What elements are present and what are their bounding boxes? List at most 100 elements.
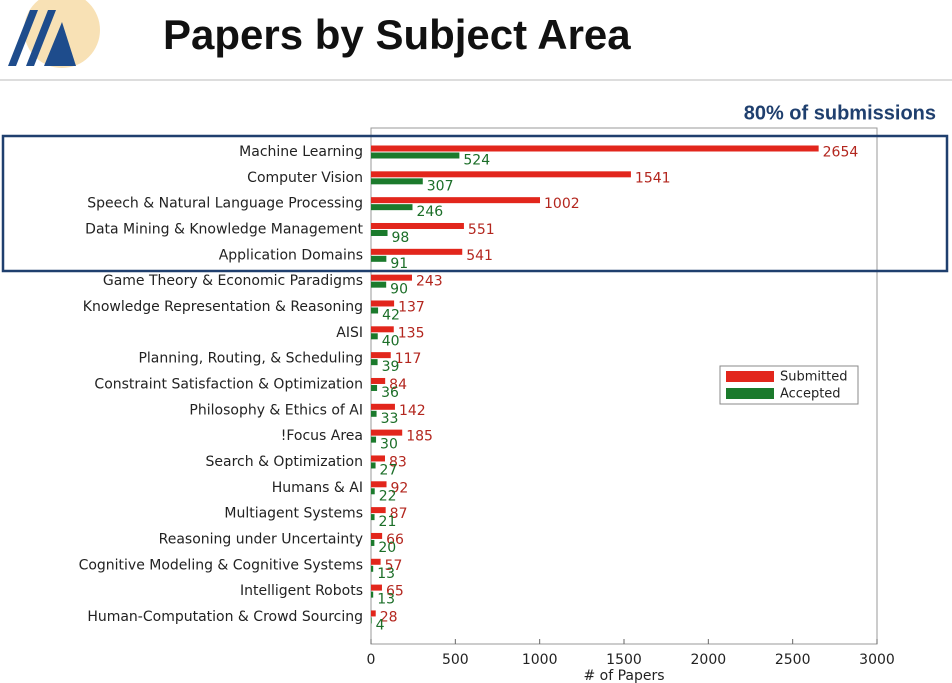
value-label: 541 bbox=[466, 248, 493, 264]
y-tick-label: Humans & AI bbox=[272, 480, 363, 496]
value-label: 185 bbox=[406, 429, 433, 445]
value-label: 117 bbox=[395, 351, 422, 367]
bar bbox=[371, 455, 385, 462]
y-tick-label: Speech & Natural Language Processing bbox=[87, 196, 363, 212]
value-label: 307 bbox=[427, 178, 454, 194]
bar bbox=[371, 274, 412, 281]
value-label: 22 bbox=[379, 488, 397, 504]
value-label: 246 bbox=[416, 204, 443, 220]
y-tick-label: Reasoning under Uncertainty bbox=[159, 531, 363, 547]
bar bbox=[371, 255, 387, 262]
value-label: 92 bbox=[391, 480, 409, 496]
y-tick-label: Data Mining & Knowledge Management bbox=[85, 221, 363, 237]
y-tick-label: Planning, Routing, & Scheduling bbox=[138, 351, 363, 367]
value-label: 66 bbox=[386, 532, 404, 548]
bar bbox=[371, 532, 383, 539]
bar bbox=[371, 403, 395, 410]
value-label: 135 bbox=[398, 325, 425, 341]
bar bbox=[371, 204, 413, 211]
value-label: 87 bbox=[390, 506, 408, 522]
value-label: 27 bbox=[380, 462, 398, 478]
y-tick-label: Machine Learning bbox=[239, 144, 363, 160]
bar bbox=[371, 307, 379, 314]
slide-title: Papers by Subject Area bbox=[163, 11, 631, 58]
bar bbox=[371, 462, 376, 469]
value-label: 84 bbox=[389, 377, 407, 393]
value-label: 39 bbox=[382, 359, 400, 375]
bar bbox=[371, 410, 377, 417]
y-tick-label: Human-Computation & Crowd Sourcing bbox=[87, 609, 363, 625]
annotation: 80% of submissions bbox=[744, 102, 936, 124]
value-label: 142 bbox=[399, 403, 426, 419]
value-label: 21 bbox=[379, 514, 397, 530]
value-label: 524 bbox=[463, 153, 490, 169]
bar bbox=[371, 326, 394, 333]
y-tick-label: AISI bbox=[336, 325, 363, 341]
y-tick-label: Philosophy & Ethics of AI bbox=[189, 402, 363, 418]
legend-label: Submitted bbox=[780, 370, 847, 385]
bar bbox=[371, 178, 423, 185]
x-tick-label: 0 bbox=[367, 652, 376, 668]
bar bbox=[371, 610, 376, 617]
value-label: 20 bbox=[378, 540, 396, 556]
value-label: 57 bbox=[385, 558, 403, 574]
value-label: 33 bbox=[381, 411, 399, 427]
value-label: 83 bbox=[389, 454, 407, 470]
value-label: 243 bbox=[416, 274, 443, 290]
bar bbox=[371, 152, 460, 159]
x-tick-label: 2500 bbox=[775, 652, 811, 668]
bar bbox=[371, 248, 463, 255]
value-label: 2654 bbox=[823, 145, 859, 161]
value-label: 13 bbox=[377, 592, 395, 608]
bar bbox=[371, 507, 386, 514]
bar bbox=[371, 539, 375, 546]
y-tick-label: Application Domains bbox=[219, 247, 363, 263]
bar bbox=[371, 197, 541, 204]
bar bbox=[371, 514, 375, 521]
bar bbox=[371, 591, 374, 598]
y-tick-label: Search & Optimization bbox=[206, 454, 363, 470]
bar bbox=[371, 558, 381, 565]
bar bbox=[371, 300, 395, 307]
value-label: 65 bbox=[386, 584, 404, 600]
value-label: 551 bbox=[468, 222, 495, 238]
x-tick-label: 500 bbox=[442, 652, 469, 668]
bar bbox=[371, 488, 375, 495]
y-tick-label: Constraint Satisfaction & Optimization bbox=[94, 376, 363, 392]
bar bbox=[371, 384, 378, 391]
x-tick-label: 2000 bbox=[691, 652, 727, 668]
bar bbox=[371, 617, 372, 624]
legend-label: Accepted bbox=[780, 387, 841, 402]
bar bbox=[371, 145, 819, 152]
value-label: 90 bbox=[390, 282, 408, 298]
x-tick-label: 1000 bbox=[522, 652, 558, 668]
value-label: 40 bbox=[382, 333, 400, 349]
bar bbox=[371, 333, 378, 340]
bar bbox=[371, 359, 378, 366]
bar bbox=[371, 481, 387, 488]
x-tick-label: 1500 bbox=[606, 652, 642, 668]
y-tick-label: !Focus Area bbox=[281, 428, 363, 444]
bar bbox=[371, 229, 388, 236]
y-tick-label: Computer Vision bbox=[247, 170, 363, 186]
value-label: 4 bbox=[376, 617, 385, 633]
bar bbox=[371, 171, 631, 178]
value-label: 30 bbox=[380, 437, 398, 453]
bar bbox=[371, 222, 464, 229]
bar bbox=[371, 281, 387, 288]
x-axis-label: # of Papers bbox=[583, 668, 664, 683]
bar bbox=[371, 584, 382, 591]
legend-swatch bbox=[726, 388, 774, 399]
y-tick-label: Knowledge Representation & Reasoning bbox=[83, 299, 363, 315]
value-label: 36 bbox=[381, 385, 399, 401]
y-tick-label: Intelligent Robots bbox=[240, 583, 363, 599]
value-label: 137 bbox=[398, 299, 425, 315]
highlight-box bbox=[1, 134, 949, 273]
value-label: 28 bbox=[380, 609, 398, 625]
y-tick-label: Multiagent Systems bbox=[224, 506, 363, 522]
bar bbox=[371, 377, 386, 384]
bar bbox=[371, 436, 377, 443]
bar bbox=[371, 565, 374, 572]
bar bbox=[371, 429, 403, 436]
